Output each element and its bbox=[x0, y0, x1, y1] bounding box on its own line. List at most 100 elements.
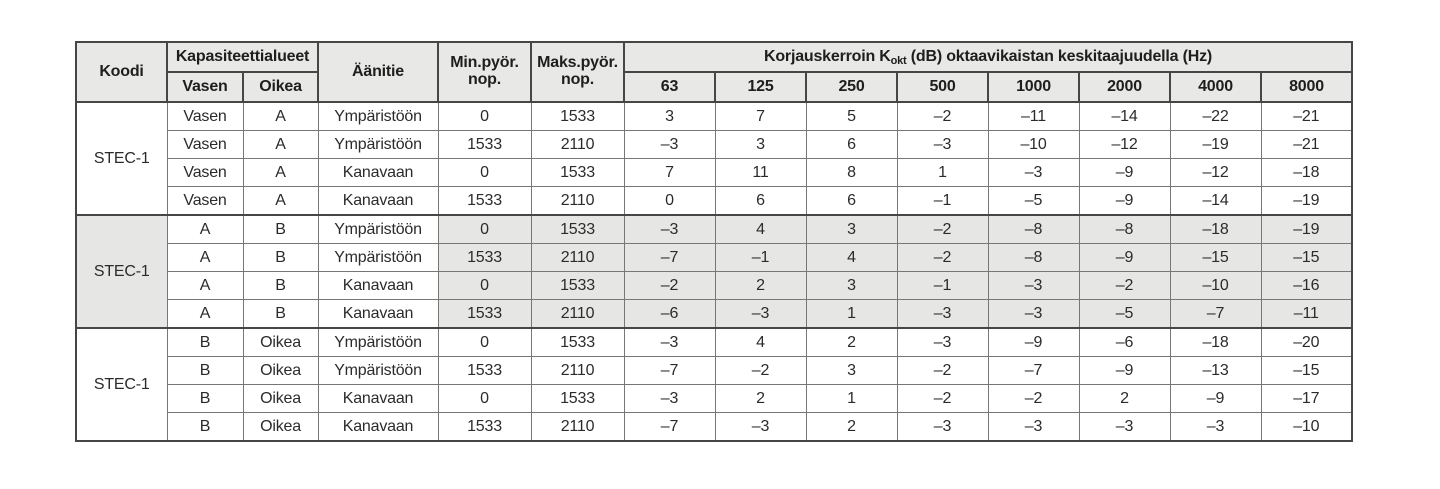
k-value-cell-500: –1 bbox=[896, 271, 989, 300]
min-speed-cell: 0 bbox=[437, 158, 532, 187]
k-value-cell-8000: –20 bbox=[1260, 327, 1353, 357]
header-koodi: Koodi bbox=[75, 41, 168, 103]
k-value-cell-500: –3 bbox=[896, 299, 989, 329]
table-row: STEC-1 A B Ympäristöön 0 1533 –3 4 3 –2 –8 –8 –18 –19 bbox=[75, 214, 1353, 329]
table-row: STEC-1 Vasen A Ympäristöön 0 1533 3 7 5 –2 –11 –14–… bbox=[75, 101, 1353, 216]
k-value-cell-125: 2 bbox=[714, 384, 807, 413]
oikea-cell: A bbox=[242, 130, 319, 159]
table-row: A B Kanavaan 0 1533 –2 2 3 –1 –3 –2 –10 –16 bbox=[76, 271, 1353, 300]
k-value-cell-1000: –10 bbox=[987, 130, 1080, 159]
k-value-cell-8000: –17 bbox=[1260, 384, 1353, 413]
oikea-cell: Oikea bbox=[242, 384, 319, 413]
k-value-cell-2000: –6 bbox=[1078, 327, 1171, 357]
header-freq-63: 63 bbox=[623, 71, 716, 103]
min-speed-cell: 0 bbox=[437, 384, 532, 413]
header-freq-4000: 4000 bbox=[1169, 71, 1262, 103]
k-value-cell-4000: –7 bbox=[1169, 299, 1262, 329]
korjauskerroin-prefix: Korjauskerroin K bbox=[764, 47, 891, 65]
vasen-cell: A bbox=[166, 214, 244, 244]
k-value-cell-125: 3 bbox=[714, 130, 807, 159]
k-value-cell-2000: –9 bbox=[1078, 158, 1171, 187]
min-speed-cell: 1533 bbox=[437, 356, 532, 385]
aanitie-cell: Kanavaan bbox=[317, 384, 439, 413]
k-value-cell-2000: –12 bbox=[1078, 130, 1171, 159]
k-value-cell-1000: –2 bbox=[987, 384, 1080, 413]
maks-speed-cell: 1533 bbox=[530, 101, 625, 131]
k-value-cell-2000: –5 bbox=[1078, 299, 1171, 329]
k-value-cell-4000: –22 bbox=[1169, 101, 1262, 131]
k-value-cell-63: –3 bbox=[623, 214, 716, 244]
k-value-cell-8000: –21 bbox=[1260, 101, 1353, 131]
k-value-cell-2000: –9 bbox=[1078, 186, 1171, 216]
k-value-cell-500: –2 bbox=[896, 214, 989, 244]
k-value-cell-250: 6 bbox=[805, 186, 898, 216]
header-freq-1000: 1000 bbox=[987, 71, 1080, 103]
header-freq-250: 250 bbox=[805, 71, 898, 103]
k-value-cell-4000: –3 bbox=[1169, 412, 1262, 442]
oikea-cell: B bbox=[242, 271, 319, 300]
aanitie-cell: Ympäristöön bbox=[317, 214, 439, 244]
aanitie-cell: Ympäristöön bbox=[317, 356, 439, 385]
vasen-cell: B bbox=[166, 384, 244, 413]
maks-speed-cell: 2110 bbox=[530, 356, 625, 385]
maks-speed-cell: 2110 bbox=[530, 243, 625, 272]
min-speed-cell: 1533 bbox=[437, 243, 532, 272]
k-value-cell-8000: –21 bbox=[1260, 130, 1353, 159]
maks-speed-cell: 1533 bbox=[530, 327, 625, 357]
oikea-cell: B bbox=[242, 214, 319, 244]
k-value-cell-125: 4 bbox=[714, 327, 807, 357]
header-oikea: Oikea bbox=[242, 71, 319, 103]
aanitie-cell: Kanavaan bbox=[317, 186, 439, 216]
k-value-cell-125: –3 bbox=[714, 412, 807, 442]
maks-speed-cell: 1533 bbox=[530, 158, 625, 187]
koodi-cell: STEC-1 bbox=[75, 327, 168, 442]
vasen-cell: Vasen bbox=[166, 158, 244, 187]
k-value-cell-63: 3 bbox=[623, 101, 716, 131]
k-value-cell-63: –7 bbox=[623, 243, 716, 272]
k-value-cell-63: –3 bbox=[623, 327, 716, 357]
vasen-cell: B bbox=[166, 327, 244, 357]
k-value-cell-1000: –7 bbox=[987, 356, 1080, 385]
header-kapasiteettialueet: Kapasiteettialueet bbox=[166, 41, 319, 73]
k-value-cell-500: 1 bbox=[896, 158, 989, 187]
k-value-cell-250: 1 bbox=[805, 384, 898, 413]
k-value-cell-125: 2 bbox=[714, 271, 807, 300]
k-value-cell-2000: –9 bbox=[1078, 356, 1171, 385]
oikea-cell: Oikea bbox=[242, 356, 319, 385]
min-speed-cell: 1533 bbox=[437, 299, 532, 329]
aanitie-cell: Ympäristöön bbox=[317, 101, 439, 131]
k-value-cell-8000: –15 bbox=[1260, 356, 1353, 385]
k-value-cell-500: –3 bbox=[896, 327, 989, 357]
k-value-cell-250: 5 bbox=[805, 101, 898, 131]
k-value-cell-250: 2 bbox=[805, 412, 898, 442]
k-value-cell-4000: –9 bbox=[1169, 384, 1262, 413]
vasen-cell: Vasen bbox=[166, 101, 244, 131]
oikea-cell: Oikea bbox=[242, 327, 319, 357]
table-row: B Oikea Ympäristöön 1533 2110 –7 –2 3 –2 –7 –9 –13–… bbox=[76, 356, 1353, 385]
k-value-cell-2000: –8 bbox=[1078, 214, 1171, 244]
k-value-cell-1000: –11 bbox=[987, 101, 1080, 131]
k-value-cell-500: –2 bbox=[896, 101, 989, 131]
table-header: Koodi Kapasiteettialueet Äänitie Min.pyö… bbox=[75, 41, 1354, 103]
vasen-cell: A bbox=[166, 299, 244, 329]
k-value-cell-4000: –13 bbox=[1169, 356, 1262, 385]
k-value-cell-4000: –12 bbox=[1169, 158, 1262, 187]
k-value-cell-8000: –19 bbox=[1260, 186, 1353, 216]
k-value-cell-8000: –19 bbox=[1260, 214, 1353, 244]
table-row: A B Ympäristöön 1533 2110 –7 –1 4 –2 –8 –9 –15 –15 bbox=[76, 243, 1353, 272]
k-value-cell-63: –2 bbox=[623, 271, 716, 300]
k-value-cell-1000: –3 bbox=[987, 158, 1080, 187]
header-freq-125: 125 bbox=[714, 71, 807, 103]
min-speed-cell: 0 bbox=[437, 101, 532, 131]
oikea-cell: B bbox=[242, 299, 319, 329]
k-value-cell-8000: –15 bbox=[1260, 243, 1353, 272]
aanitie-cell: Kanavaan bbox=[317, 158, 439, 187]
header-freq-500: 500 bbox=[896, 71, 989, 103]
maks-speed-cell: 2110 bbox=[530, 130, 625, 159]
k-value-cell-250: 1 bbox=[805, 299, 898, 329]
header-maks-pyor-nop: Maks.pyör. nop. bbox=[530, 41, 625, 103]
k-value-cell-63: –3 bbox=[623, 384, 716, 413]
k-value-cell-125: 6 bbox=[714, 186, 807, 216]
k-value-cell-1000: –5 bbox=[987, 186, 1080, 216]
k-value-cell-250: 4 bbox=[805, 243, 898, 272]
